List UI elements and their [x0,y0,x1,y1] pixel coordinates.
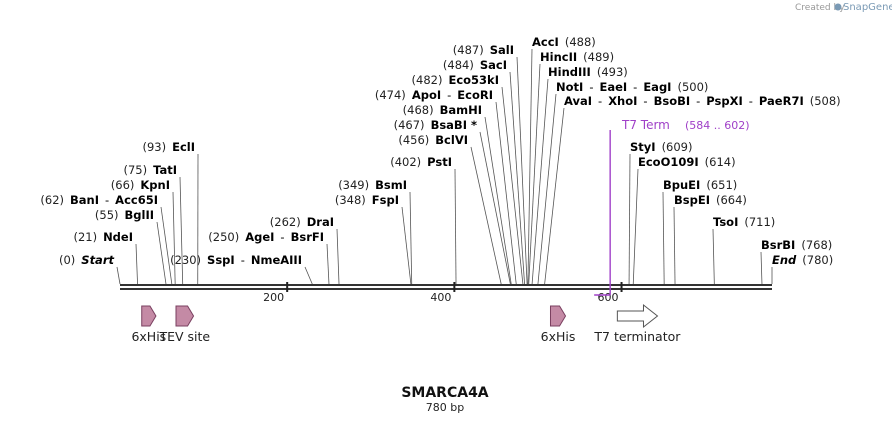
cut-site-leader [531,78,549,285]
cut-site-leader [156,221,167,285]
cut-site-label[interactable]: (0) Start [59,253,115,267]
t7-term-range: (584 .. 602) [685,119,750,132]
sequence-title: SMARCA4A [401,385,488,401]
cut-site-leader [326,243,330,285]
ruler-tick-label: 600 [598,291,619,304]
credit-text: Created by [795,3,845,13]
ruler: 200 400 600 [263,282,623,304]
cut-site-label[interactable]: (467) BsaBI * [394,118,477,132]
cut-site-leader [673,206,676,285]
cut-site-label[interactable]: (468) BamHI [403,103,482,117]
cut-site-leader [501,86,524,285]
cut-site-leader [479,131,511,285]
feature-label: 6xHis [541,329,576,344]
cut-site-label[interactable]: (262) DraI [270,215,334,229]
cut-site-leaders [116,48,773,285]
backbone-strand-top [120,284,772,286]
t7-term-label: T7 Term [621,118,670,132]
cut-site-leader [116,266,121,285]
cut-site-label[interactable]: (348) FspI [335,193,399,207]
snapgene-logo-icon [834,3,842,11]
cut-site-label[interactable]: (487) SalI [453,43,514,57]
cut-site-label[interactable]: (474) ApoI - EcoRI [375,88,493,102]
cut-site-leader [516,56,528,285]
cut-site-label[interactable]: (93) EclI [142,140,195,154]
sequence-length: 780 bp [426,401,464,414]
cut-site-leader [160,206,173,285]
cut-site-label[interactable]: (456) BclVI [398,133,468,147]
feature-arrow[interactable] [141,305,157,327]
cut-site-leader [470,146,502,285]
cut-site-leader [135,243,138,285]
cut-site-label[interactable]: (55) BglII [95,208,154,222]
cut-site-label[interactable]: BsrBI (768) [761,238,832,252]
cut-site-label[interactable]: (484) SacI [443,58,507,72]
feature-label: T7 terminator [593,329,681,344]
cut-site-label[interactable]: End (780) [772,253,833,267]
cut-site-label[interactable]: NotI - EaeI - EagI (500) [556,80,708,94]
cut-site-label[interactable]: (62) BanI - Acc65I [40,193,158,207]
cut-site-label[interactable]: AccI (488) [532,35,596,49]
feature-arrow[interactable] [175,305,195,327]
cut-site-leader [409,191,413,285]
cut-site-leader [537,93,557,285]
cut-site-label[interactable]: HindIII (493) [548,65,628,79]
cut-site-leader [662,191,665,285]
cut-site-leader [544,107,565,285]
cut-site-label[interactable]: (21) NdeI [73,230,133,244]
cut-site-leader [336,228,340,285]
cut-site-leader [628,153,631,285]
t7-term-annotation[interactable]: T7 Term (584 .. 602) [594,118,750,296]
cut-site-label[interactable]: (75) TatI [123,163,177,177]
feature-arrow[interactable] [549,305,567,327]
cut-site-label[interactable]: AvaI - XhoI - BsoBI - PspXI - PaeR7I (508) [564,94,841,108]
terminator-feature-arrow[interactable] [616,303,659,329]
cut-site-label[interactable]: BspEI (664) [674,193,747,207]
cut-site-label[interactable]: HincII (489) [540,50,614,64]
cut-site-labels: (0) Start (21) NdeI (55) BglII(62) BanI - Acc65I… [40,35,840,267]
cut-site-label[interactable]: StyI (609) [630,140,693,154]
cut-site-leader [484,116,512,285]
cut-site-leader [495,101,517,285]
cut-site-label[interactable]: (66) KpnI [111,178,170,192]
cut-site-label[interactable]: (402) PstI [390,155,452,169]
cut-site-leader [304,266,313,285]
cut-site-leader [527,48,533,285]
cut-site-leader [401,206,412,285]
cut-site-leader [760,251,763,285]
feature-label: 6xHis [131,329,166,344]
cut-site-label[interactable]: TsoI (711) [713,215,775,229]
cut-site-label[interactable]: (250) AgeI - BsrFI [208,230,324,244]
cut-site-leader [509,71,525,285]
cut-site-leader [179,176,184,285]
cut-site-leader [712,228,715,285]
cut-site-label[interactable]: (230) SspI - NmeAIII [170,253,302,267]
credit-brand: SnapGene [843,2,892,13]
cut-site-leader [632,168,639,285]
ruler-tick-label: 400 [430,291,451,304]
backbone-strand-bottom [120,288,772,290]
feature-label: TEV site [158,329,210,344]
cut-site-label[interactable]: (349) BsmI [338,178,407,192]
cut-site-leader [172,191,176,285]
ruler-tick-label: 200 [263,291,284,304]
cut-site-leader [454,168,457,285]
cut-site-leader [528,63,541,285]
cut-site-label[interactable]: (482) Eco53kI [412,73,499,87]
cut-site-label[interactable]: BpuEI (651) [663,178,737,192]
cut-site-label[interactable]: EcoO109I (614) [638,155,736,169]
